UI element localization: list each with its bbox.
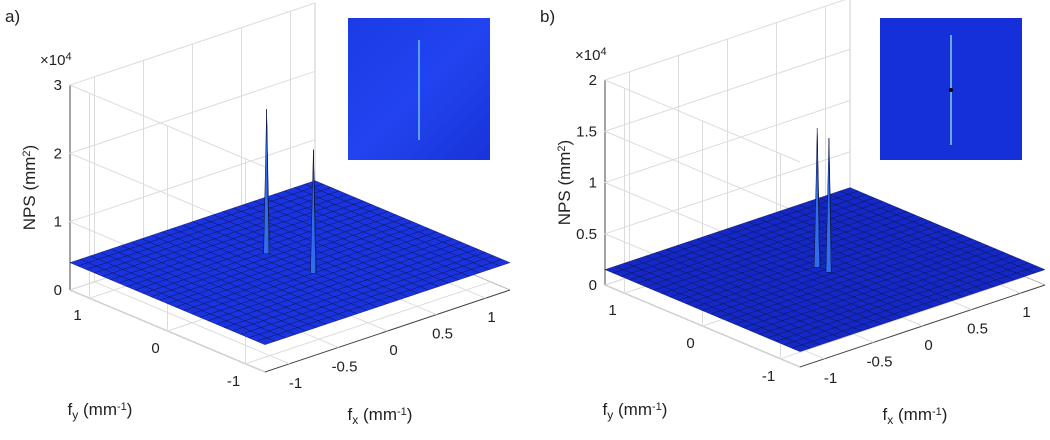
y-tick-label: -1 bbox=[227, 373, 240, 390]
z-tick-label: 3 bbox=[54, 77, 62, 94]
y-axis-label-part: ) bbox=[127, 400, 133, 419]
panel-label: b) bbox=[540, 7, 555, 26]
z-axis-label-part: NPS (mm bbox=[20, 157, 39, 231]
y-tick-label: -1 bbox=[762, 368, 775, 385]
y-axis-label-part: ) bbox=[662, 400, 668, 419]
surface-cell bbox=[791, 344, 811, 352]
x-axis-label-part: ) bbox=[942, 405, 948, 424]
inset-a bbox=[348, 18, 490, 160]
grid-line bbox=[94, 76, 290, 365]
z-axis-label-part: 2 bbox=[21, 150, 33, 156]
y-axis-label-part: f bbox=[603, 400, 608, 419]
z-tick-label: 1 bbox=[589, 175, 597, 192]
peak bbox=[828, 138, 833, 273]
y-axis-label-part: -1 bbox=[117, 401, 127, 413]
peak bbox=[816, 127, 821, 268]
x-tick-label: -0.5 bbox=[867, 353, 893, 370]
x-axis-label-part: f bbox=[883, 405, 888, 424]
grid-line bbox=[603, 0, 846, 163]
panel-label: a) bbox=[5, 7, 20, 26]
inset-b bbox=[880, 18, 1022, 160]
x-tick-label: 0.5 bbox=[967, 321, 988, 338]
y-axis-label-part: y bbox=[72, 408, 78, 422]
surface-cell bbox=[256, 337, 276, 345]
z-tick-label: 0 bbox=[54, 282, 62, 299]
y-tick-label: 1 bbox=[73, 307, 81, 324]
x-axis-label: fx (mm-1) bbox=[883, 405, 948, 427]
y-tick-label: 1 bbox=[608, 302, 616, 319]
y-axis-label-part: y bbox=[607, 408, 613, 422]
y-tick-label: 0 bbox=[151, 340, 159, 357]
z-axis-label-part: NPS (mm bbox=[555, 152, 574, 226]
x-axis-label-part: f bbox=[348, 405, 353, 424]
y-axis-label: fy (mm-1) bbox=[603, 400, 668, 422]
multiplier: ×104 bbox=[40, 51, 72, 69]
x-axis-label-part: -1 bbox=[932, 406, 942, 418]
surface bbox=[69, 180, 511, 345]
z-axis-label-part: ) bbox=[555, 140, 574, 146]
x-tick-label: 0.5 bbox=[432, 326, 453, 343]
y-axis-label-part: f bbox=[68, 400, 73, 419]
x-axis-label-part: x bbox=[352, 413, 358, 427]
x-tick-label: -1 bbox=[289, 375, 302, 392]
x-axis-label-part: ) bbox=[407, 405, 413, 424]
z-tick-label: 0 bbox=[589, 277, 597, 294]
grid-line bbox=[68, 2, 316, 168]
z-tick-label: 1 bbox=[54, 214, 62, 231]
z-axis-label-part: 2 bbox=[556, 145, 568, 151]
peak bbox=[313, 149, 317, 274]
x-tick-label: 1 bbox=[487, 309, 495, 326]
z-tick-label: 2 bbox=[54, 145, 62, 162]
x-tick-label: 1 bbox=[1022, 304, 1030, 321]
x-tick-label: 0 bbox=[389, 342, 397, 359]
grid-line bbox=[603, 48, 851, 214]
x-tick-label: -1 bbox=[824, 370, 837, 387]
y-axis-label-part: -1 bbox=[652, 401, 662, 413]
z-axis-label: NPS (mm2) bbox=[20, 145, 39, 230]
y-axis-label-part: (mm bbox=[613, 400, 652, 419]
x-axis-label-part: (mm bbox=[893, 405, 932, 424]
multiplier-part: ×10 bbox=[40, 52, 65, 69]
y-axis-label-part: (mm bbox=[78, 400, 117, 419]
z-tick-label: 0.5 bbox=[576, 226, 597, 243]
grid-line bbox=[68, 70, 316, 236]
multiplier-part: 4 bbox=[65, 51, 71, 63]
x-tick-label: -0.5 bbox=[332, 358, 358, 375]
multiplier: ×104 bbox=[575, 46, 607, 64]
x-axis-label-part: -1 bbox=[397, 406, 407, 418]
y-tick-label: 0 bbox=[686, 335, 694, 352]
z-tick-label: 2 bbox=[589, 72, 597, 89]
multiplier-part: 4 bbox=[600, 46, 606, 58]
multiplier-part: ×10 bbox=[575, 47, 600, 64]
z-axis-label-part: ) bbox=[20, 145, 39, 151]
peak bbox=[266, 109, 270, 254]
x-axis-label-part: x bbox=[887, 413, 893, 427]
x-tick-label: 0 bbox=[924, 337, 932, 354]
y-axis-label: fy (mm-1) bbox=[68, 400, 133, 422]
x-axis-label: fx (mm-1) bbox=[348, 405, 413, 427]
z-axis-label: NPS (mm2) bbox=[555, 140, 574, 225]
z-tick-label: 1.5 bbox=[576, 123, 597, 140]
x-axis-label-part: (mm bbox=[358, 405, 397, 424]
